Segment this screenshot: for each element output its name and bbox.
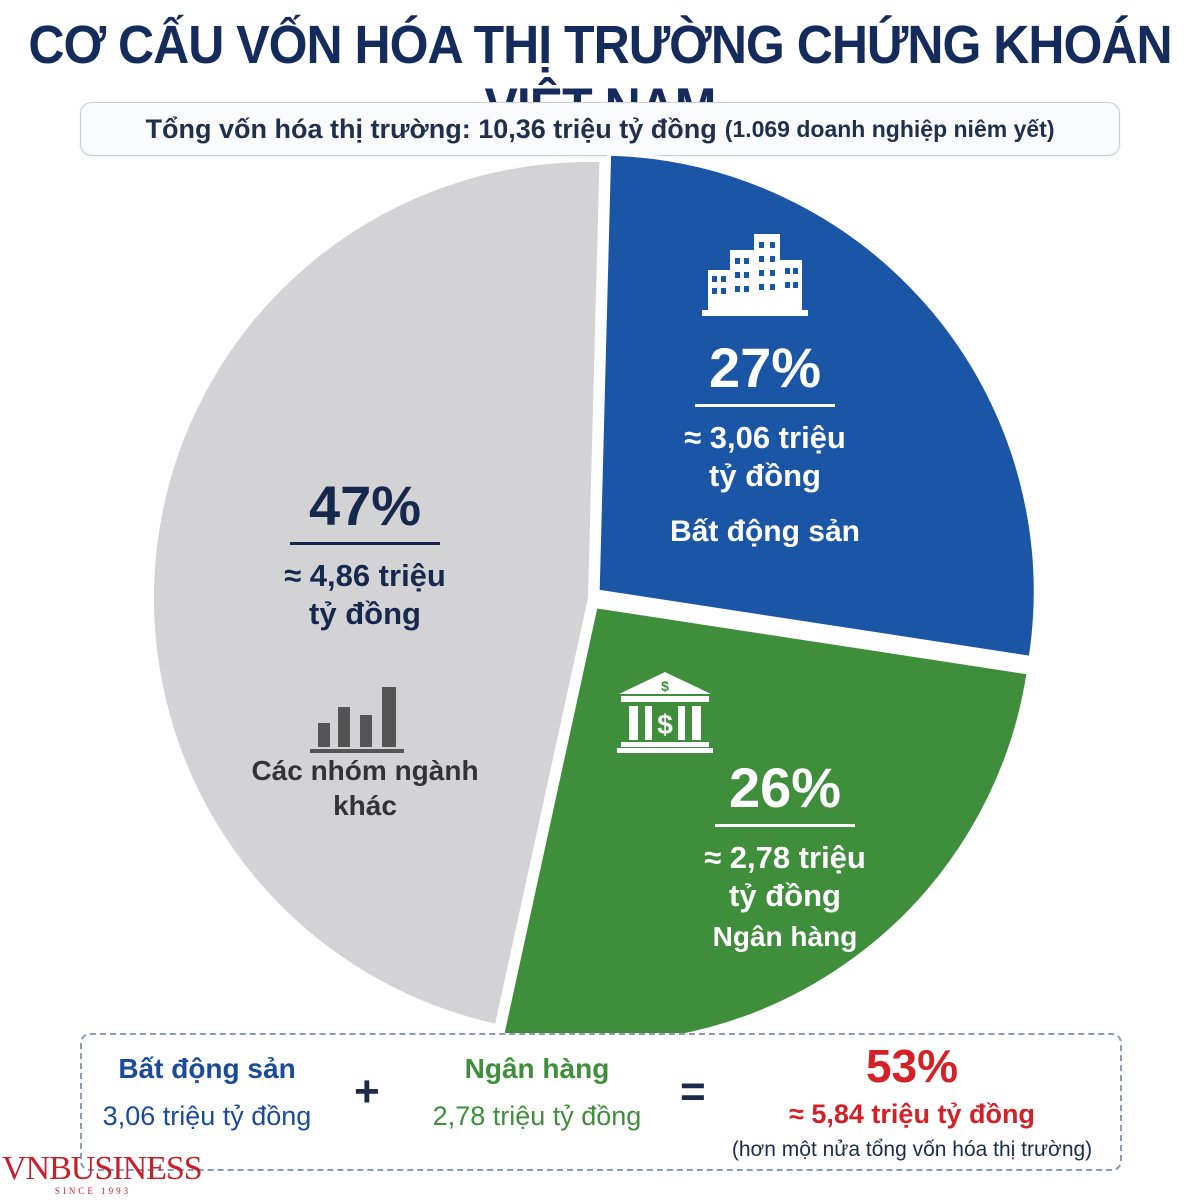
summary-real-estate-value: 3,06 triệu tỷ đồng [102,1101,312,1131]
plus-sign: + [354,1067,380,1116]
real-estate-amount-line2: tỷ đồng [709,457,821,493]
summary-real-estate: Bất động sản 3,06 triệu tỷ đồng [82,1053,332,1132]
banking-amount-line1: ≈ 2,78 triệu [704,840,866,875]
total-capitalization-text: Tổng vốn hóa thị trường: 10,36 triệu tỷ … [145,113,717,144]
real-estate-label: 27% ≈ 3,06 triệu tỷ đồng Bất động sản [640,340,890,550]
real-estate-percent: 27% [708,336,822,399]
bar-chart-icon [310,687,404,753]
summary-result-value: ≈ 5,84 triệu tỷ đồng [789,1099,1035,1129]
banking-divider [715,824,855,827]
svg-text:$: $ [661,678,669,694]
other-sectors-category-line2: khác [333,789,397,821]
banking-percent: 26% [728,756,842,819]
listed-companies-note: (1.069 doanh nghiệp niêm yết) [724,115,1055,142]
svg-text:$: $ [657,709,673,740]
banking-category: Ngân hàng [712,920,858,952]
real-estate-amount-line1: ≈ 3,06 triệu [684,420,846,455]
banking-label: 26% ≈ 2,78 triệu tỷ đồng Ngân hàng [660,760,910,954]
summary-box: Bất động sản 3,06 triệu tỷ đồng + Ngân h… [80,1033,1122,1171]
banking-amount-line2: tỷ đồng [729,877,841,913]
publisher-logo: VNBUSINESS SINCE 1993 [2,1150,203,1197]
real-estate-category: Bất động sản [669,514,860,548]
summary-real-estate-name: Bất động sản [118,1053,296,1084]
pie-slice-other-sectors [150,158,604,1029]
summary-result-note: (hơn một nửa tổng vốn hóa thị trường) [731,1138,1093,1161]
other-sectors-percent: 47% [308,474,422,537]
summary-banking-value: 2,78 triệu tỷ đồng [432,1101,642,1131]
logo-since: SINCE 1993 [54,1186,132,1196]
summary-banking: Ngân hàng 2,78 triệu tỷ đồng [402,1053,672,1132]
summary-result: 53% ≈ 5,84 triệu tỷ đồng (hơn một nửa tổ… [712,1039,1112,1162]
other-sectors-amount-line2: tỷ đồng [309,595,421,631]
buildings-icon [702,234,808,316]
other-sectors-category-line1: Các nhóm ngành [251,754,479,786]
bank-icon: $ $ [617,672,713,753]
summary-banking-name: Ngân hàng [464,1053,610,1084]
logo-name: VNBUSINESS [2,1150,203,1187]
other-sectors-divider [290,542,440,545]
other-sectors-label: 47% ≈ 4,86 triệu tỷ đồng Các nhóm ngành … [245,478,485,823]
total-capitalization-box: Tổng vốn hóa thị trường: 10,36 triệu tỷ … [80,102,1120,156]
summary-result-percent: 53% [865,1040,959,1092]
real-estate-divider [695,404,835,407]
equals-sign: = [680,1067,706,1116]
other-sectors-amount-line1: ≈ 4,86 triệu [284,558,446,593]
